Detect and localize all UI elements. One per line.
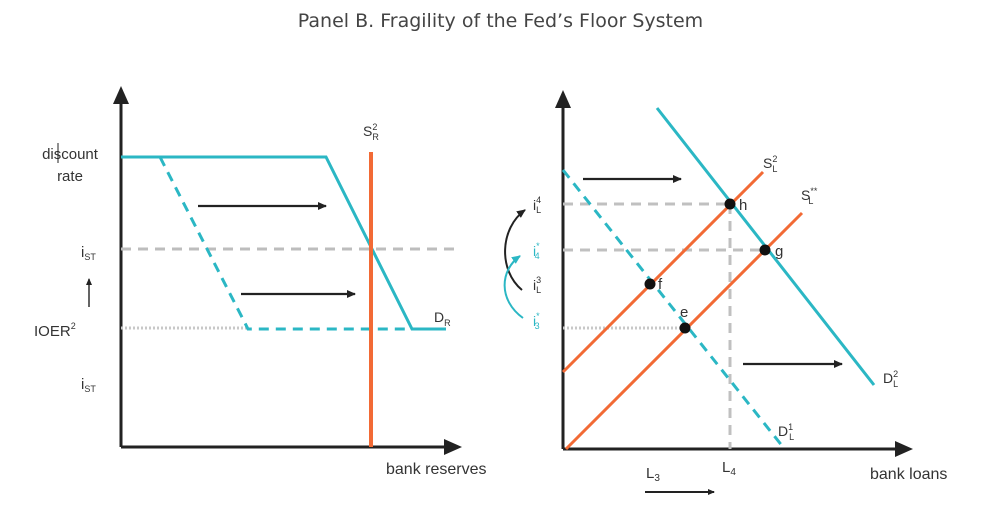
left-x-axis-label: bank reserves — [386, 461, 487, 478]
point-g-label: g — [775, 243, 783, 260]
supply-reserves-label: S2 R — [363, 122, 379, 142]
demand-reserves-curve — [121, 155, 446, 331]
i3-star-label: i* 3 — [533, 311, 540, 331]
discount-rate-label-line2: rate — [57, 168, 83, 185]
point-e-label: e — [680, 304, 688, 321]
supply-loans-s2-label: S2 L — [763, 154, 777, 174]
left-panel: discount rate iST IOER2 iST S2 R DR bank … — [34, 86, 487, 478]
point-f — [644, 278, 656, 290]
curved-arrow-black — [504, 209, 526, 291]
iL4-label: i4 L — [533, 195, 541, 215]
L3-label: L3 — [646, 465, 660, 484]
ist-upper-label: iST — [81, 244, 96, 262]
point-e — [679, 322, 691, 334]
ist-lower-label: iST — [81, 376, 96, 394]
demand-loans-d1-label: D1 L — [778, 422, 794, 442]
iL3-label: i3 L — [533, 275, 541, 295]
supply-loans-sstar-label: S** L — [801, 186, 818, 206]
point-h-label: h — [739, 197, 747, 214]
figure-title: Panel B. Fragility of the Fed’s Floor Sy… — [297, 10, 704, 32]
demand-loans-d1-dashed-line — [561, 169, 785, 448]
point-g — [759, 244, 771, 256]
point-h — [724, 198, 736, 210]
L4-label: L4 — [722, 459, 736, 478]
left-y-axis-arrow — [113, 86, 129, 104]
ioer-label: IOER2 — [34, 321, 76, 340]
demand-reserves-dashed-curve — [158, 156, 412, 331]
point-f-label: f — [658, 276, 663, 293]
right-y-axis-arrow — [555, 90, 571, 108]
left-x-axis-arrow — [444, 439, 462, 455]
demand-reserves-label: DR — [434, 309, 451, 328]
right-x-axis-arrow — [895, 441, 913, 457]
demand-loans-d2-label: D2 L — [883, 369, 898, 389]
i4-star-label: i* 4 — [533, 241, 540, 261]
curved-arrow-teal — [503, 255, 524, 319]
right-x-axis-label: bank loans — [870, 466, 947, 483]
right-panel: h g f e i4 L i* 4 i3 L i* 3 S2 L S** L D2 L D1 L… — [503, 90, 947, 495]
discount-rate-label-line1: discount — [42, 146, 99, 163]
